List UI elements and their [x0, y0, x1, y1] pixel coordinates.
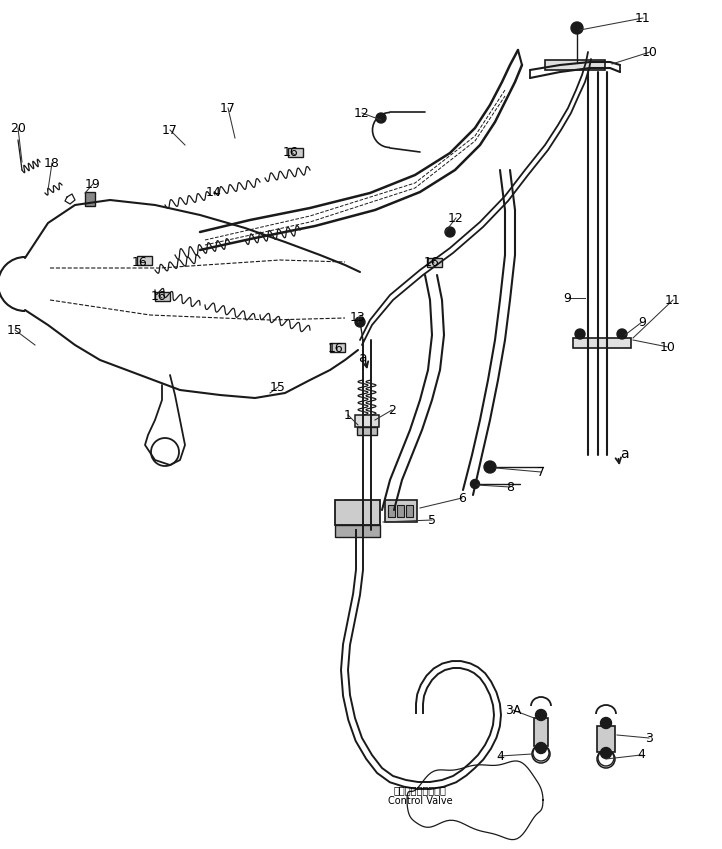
Text: 10: 10: [660, 340, 676, 353]
Text: 15: 15: [7, 323, 23, 336]
Text: 15: 15: [270, 380, 286, 393]
Text: 16: 16: [424, 256, 440, 268]
Text: 14: 14: [206, 185, 222, 199]
Text: 6: 6: [458, 492, 466, 504]
Bar: [427, 258, 442, 267]
Text: 11: 11: [665, 294, 681, 306]
Bar: [385, 500, 417, 522]
Bar: [137, 256, 152, 265]
Text: Control Valve: Control Valve: [388, 796, 452, 806]
Bar: [406, 505, 413, 517]
Text: 16: 16: [328, 341, 344, 355]
Bar: [85, 192, 95, 206]
Circle shape: [601, 747, 612, 758]
Text: 4: 4: [637, 749, 645, 762]
Bar: [335, 500, 380, 525]
Bar: [573, 338, 631, 348]
Text: 16: 16: [151, 290, 167, 302]
Text: 7: 7: [537, 465, 545, 479]
Circle shape: [447, 229, 453, 235]
Text: 5: 5: [428, 514, 436, 526]
Text: 8: 8: [506, 481, 514, 493]
Circle shape: [571, 22, 583, 34]
Text: 9: 9: [563, 291, 571, 305]
Text: 3: 3: [645, 732, 653, 745]
Bar: [330, 343, 345, 352]
Circle shape: [471, 480, 479, 488]
Text: 12: 12: [448, 211, 464, 224]
Bar: [597, 726, 615, 752]
Text: 9: 9: [638, 316, 646, 329]
Text: 4: 4: [496, 750, 504, 762]
Circle shape: [376, 113, 386, 123]
Circle shape: [578, 331, 583, 337]
Circle shape: [445, 227, 455, 237]
Text: a: a: [619, 447, 628, 461]
Text: 11: 11: [635, 12, 651, 25]
Bar: [355, 415, 379, 427]
Bar: [335, 525, 380, 537]
Circle shape: [617, 329, 627, 339]
Bar: [388, 505, 395, 517]
Circle shape: [484, 461, 496, 473]
Text: 2: 2: [388, 403, 396, 417]
Text: 17: 17: [220, 102, 236, 115]
Bar: [288, 148, 303, 157]
Text: 19: 19: [85, 177, 101, 190]
Text: 20: 20: [10, 121, 26, 134]
Circle shape: [487, 464, 493, 470]
Text: 10: 10: [642, 46, 658, 59]
Circle shape: [536, 710, 547, 721]
Circle shape: [619, 331, 625, 337]
Text: 3A: 3A: [505, 704, 521, 717]
Circle shape: [601, 717, 612, 728]
Circle shape: [378, 115, 384, 121]
Text: 1: 1: [344, 408, 352, 421]
Bar: [357, 427, 377, 435]
Circle shape: [574, 25, 580, 31]
Text: 17: 17: [162, 123, 178, 137]
Bar: [155, 292, 170, 301]
Bar: [545, 60, 605, 70]
Circle shape: [536, 743, 547, 754]
Text: 16: 16: [132, 256, 148, 268]
Text: a: a: [357, 351, 366, 365]
Text: 13: 13: [350, 311, 366, 323]
Text: コントロールバルブ: コントロールバルブ: [393, 785, 446, 795]
Circle shape: [472, 481, 477, 486]
Circle shape: [575, 329, 585, 339]
Circle shape: [357, 319, 362, 325]
Bar: [397, 505, 404, 517]
Text: 16: 16: [283, 145, 299, 159]
Text: 12: 12: [354, 106, 370, 120]
Bar: [534, 718, 548, 746]
Text: 18: 18: [44, 156, 60, 170]
Circle shape: [355, 317, 365, 327]
